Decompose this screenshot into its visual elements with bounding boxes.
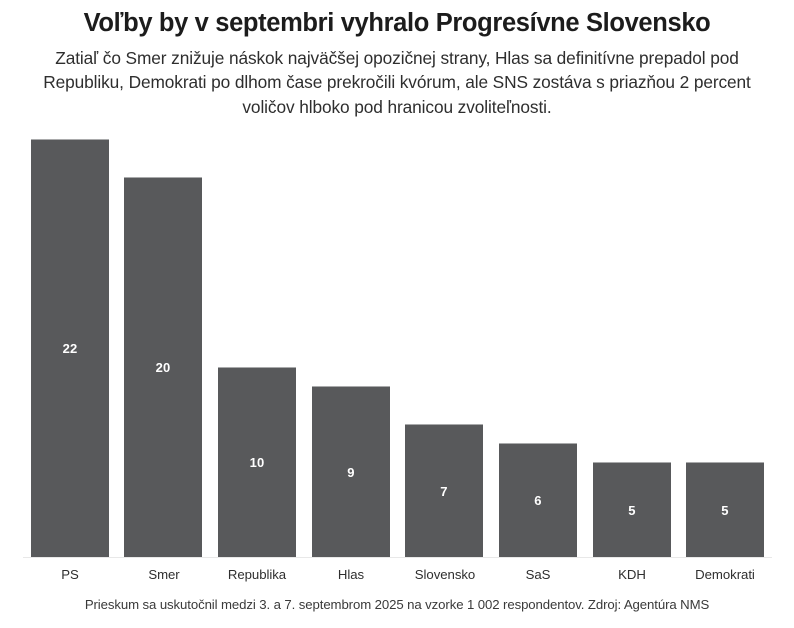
bar-value-label: 9 bbox=[347, 464, 355, 480]
x-tick-label-sas: SaS bbox=[525, 567, 551, 582]
page-title: Voľby by v septembri vyhralo Progresívne… bbox=[83, 9, 711, 37]
bar-rect[interactable]: 10 bbox=[218, 367, 296, 557]
chart-subtitle: Zatiaľ čo Smer znižuje náskok najväčšej … bbox=[43, 47, 751, 117]
plot-area: 22 20 10 9 7 6 5 5 bbox=[23, 139, 772, 558]
bar-rect[interactable]: 5 bbox=[593, 462, 671, 557]
bar-value-label: 20 bbox=[155, 360, 171, 375]
x-tick-label-hlas: Hlas bbox=[337, 567, 365, 582]
bar-value-label: 7 bbox=[440, 483, 448, 499]
x-tick-label-republika: Republika bbox=[227, 567, 287, 582]
chart-header: Voľby by v septembri vyhralo Progresívne… bbox=[0, 0, 794, 119]
bar-rect[interactable]: 9 bbox=[312, 386, 390, 557]
bar-rect[interactable]: 20 bbox=[124, 177, 202, 557]
x-tick-label-ps: PS bbox=[61, 567, 79, 582]
bar-rect[interactable]: 22 bbox=[31, 139, 109, 557]
bar-smer[interactable]: 20 bbox=[124, 139, 202, 557]
x-axis: PS Smer Republika Hlas Slovensko SaS KDH Demokr… bbox=[23, 558, 772, 586]
bar-republika[interactable]: 10 bbox=[218, 139, 296, 557]
bar-ps[interactable]: 22 bbox=[31, 139, 109, 557]
axis-baseline bbox=[23, 557, 772, 558]
bar-value-label: 22 bbox=[62, 341, 78, 356]
bar-value-label: 5 bbox=[628, 502, 636, 518]
bar-slovensko[interactable]: 7 bbox=[405, 139, 483, 557]
bar-value-label: 6 bbox=[534, 493, 542, 508]
bar-hlas[interactable]: 9 bbox=[312, 139, 390, 557]
x-tick-label-kdh: KDH bbox=[618, 567, 646, 582]
bar-value-label: 10 bbox=[249, 455, 265, 470]
bar-sas[interactable]: 6 bbox=[499, 139, 577, 557]
x-tick-label-smer: Smer bbox=[148, 567, 180, 582]
x-tick-label-slovensko: Slovensko bbox=[414, 567, 476, 582]
bar-kdh[interactable]: 5 bbox=[593, 139, 671, 557]
bar-demokrati[interactable]: 5 bbox=[686, 139, 764, 557]
chart-source-note: Prieskum sa uskutočnil medzi 3. a 7. sep… bbox=[84, 597, 710, 612]
x-tick-label-demokrati: Demokrati bbox=[695, 567, 755, 582]
bar-rect[interactable]: 7 bbox=[405, 424, 483, 557]
bar-rect[interactable]: 6 bbox=[499, 443, 577, 557]
bar-value-label: 5 bbox=[721, 502, 729, 518]
bar-rect[interactable]: 5 bbox=[686, 462, 764, 557]
